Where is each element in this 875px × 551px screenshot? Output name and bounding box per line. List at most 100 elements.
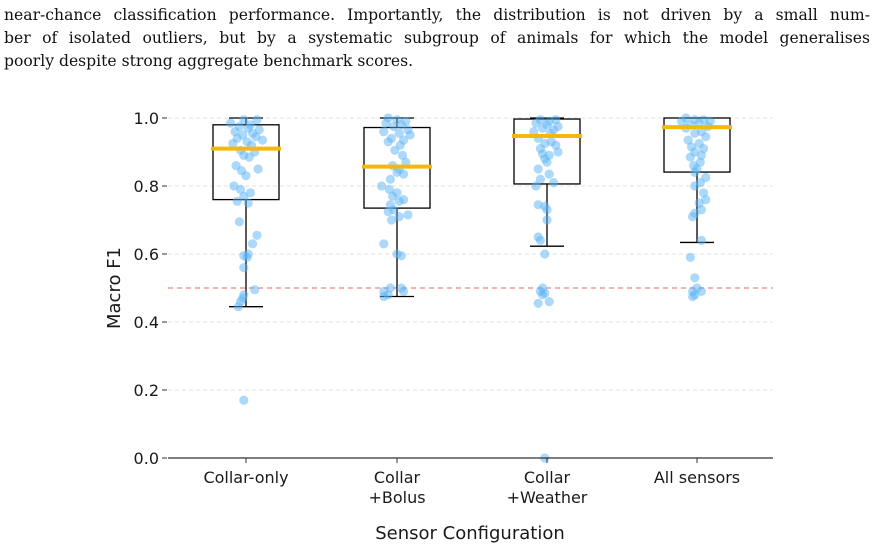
data-point <box>233 302 243 312</box>
data-point <box>701 132 711 142</box>
data-point <box>531 118 541 128</box>
points-group-4 <box>677 113 715 302</box>
data-point <box>377 181 387 191</box>
data-point <box>535 174 546 184</box>
data-point <box>394 128 404 138</box>
data-point <box>542 205 552 215</box>
points-layer <box>226 113 715 463</box>
data-point <box>542 157 552 167</box>
points-group-2 <box>377 113 415 302</box>
data-point <box>553 147 563 157</box>
data-point <box>253 164 263 174</box>
medians-layer <box>211 125 732 169</box>
x-axis-title: Sensor Configuration <box>375 523 565 544</box>
data-point <box>399 169 409 179</box>
y-tick-label: 0.6 <box>134 245 159 264</box>
data-point <box>403 210 413 220</box>
data-point <box>388 191 398 201</box>
data-point <box>696 150 707 160</box>
data-point <box>396 120 406 130</box>
data-point <box>540 249 550 259</box>
data-point <box>401 157 411 167</box>
data-point <box>252 115 262 125</box>
data-point <box>379 291 389 302</box>
data-point <box>234 217 244 227</box>
y-tick-label: 1.0 <box>134 109 159 128</box>
data-point <box>383 206 393 217</box>
data-point <box>538 290 548 300</box>
data-point <box>529 127 539 137</box>
data-point <box>696 235 707 245</box>
data-point <box>405 130 415 140</box>
data-point <box>383 137 393 147</box>
data-point <box>379 239 389 249</box>
x-tick-label: Collar <box>524 468 571 487</box>
x-tick-label: Collar <box>374 468 421 487</box>
data-point <box>239 395 249 405</box>
data-point <box>538 123 548 133</box>
data-point <box>394 196 404 206</box>
data-point <box>394 212 404 222</box>
data-point <box>242 252 252 262</box>
data-point <box>542 215 552 225</box>
box-1 <box>212 117 280 308</box>
data-point <box>549 178 559 188</box>
data-point <box>248 239 258 249</box>
data-point <box>385 174 395 184</box>
y-tick-label: 0.2 <box>134 381 159 400</box>
data-point <box>235 184 246 194</box>
data-point <box>688 291 698 302</box>
data-point <box>685 252 696 262</box>
data-point <box>544 169 554 179</box>
data-point <box>226 118 236 128</box>
boxes-layer <box>212 117 731 308</box>
data-point <box>239 263 249 273</box>
data-point <box>544 297 554 307</box>
x-tick-label: +Bolus <box>368 488 425 507</box>
axis-labels: Sensor Configuration Macro F1 <box>104 247 565 544</box>
data-point <box>384 184 394 194</box>
data-point <box>232 196 242 206</box>
data-point <box>389 121 399 132</box>
data-point <box>533 298 543 308</box>
data-point <box>396 251 406 261</box>
data-point <box>239 115 249 125</box>
points-group-1 <box>226 115 268 405</box>
body-paragraph: near-chance classification performance. … <box>4 4 870 73</box>
data-point <box>397 150 408 160</box>
data-point <box>241 171 251 181</box>
data-point <box>379 127 389 137</box>
data-point <box>690 273 700 283</box>
x-tick-label: Collar-only <box>203 468 288 487</box>
data-point <box>244 152 254 162</box>
x-tick-label: All sensors <box>654 468 740 487</box>
paragraph-line-2: ber of isolated outliers, but by a syste… <box>4 29 870 47</box>
data-point <box>690 167 700 177</box>
data-point <box>390 145 400 155</box>
data-point <box>239 191 249 201</box>
data-point <box>677 116 687 126</box>
y-axis-title: Macro F1 <box>104 247 125 329</box>
data-point <box>250 285 260 295</box>
data-point <box>690 128 700 138</box>
y-tick-label: 0.0 <box>134 449 159 468</box>
data-point <box>531 181 541 191</box>
data-point <box>252 230 262 240</box>
data-point <box>535 235 546 245</box>
data-point <box>683 135 693 145</box>
paragraph-line-3: poorly despite strong aggregate benchmar… <box>4 52 414 70</box>
data-point <box>386 215 397 225</box>
data-point <box>243 198 253 208</box>
paragraph-line-1: near-chance classification performance. … <box>4 6 870 24</box>
data-point <box>257 135 268 145</box>
data-point <box>688 212 698 222</box>
data-point <box>228 138 238 149</box>
y-tick-label: 0.8 <box>134 177 159 196</box>
x-tick-label: +Weather <box>507 488 588 507</box>
points-group-3 <box>529 115 563 463</box>
data-point <box>381 118 391 128</box>
y-tick-label: 0.4 <box>134 313 159 332</box>
data-point <box>685 152 696 162</box>
